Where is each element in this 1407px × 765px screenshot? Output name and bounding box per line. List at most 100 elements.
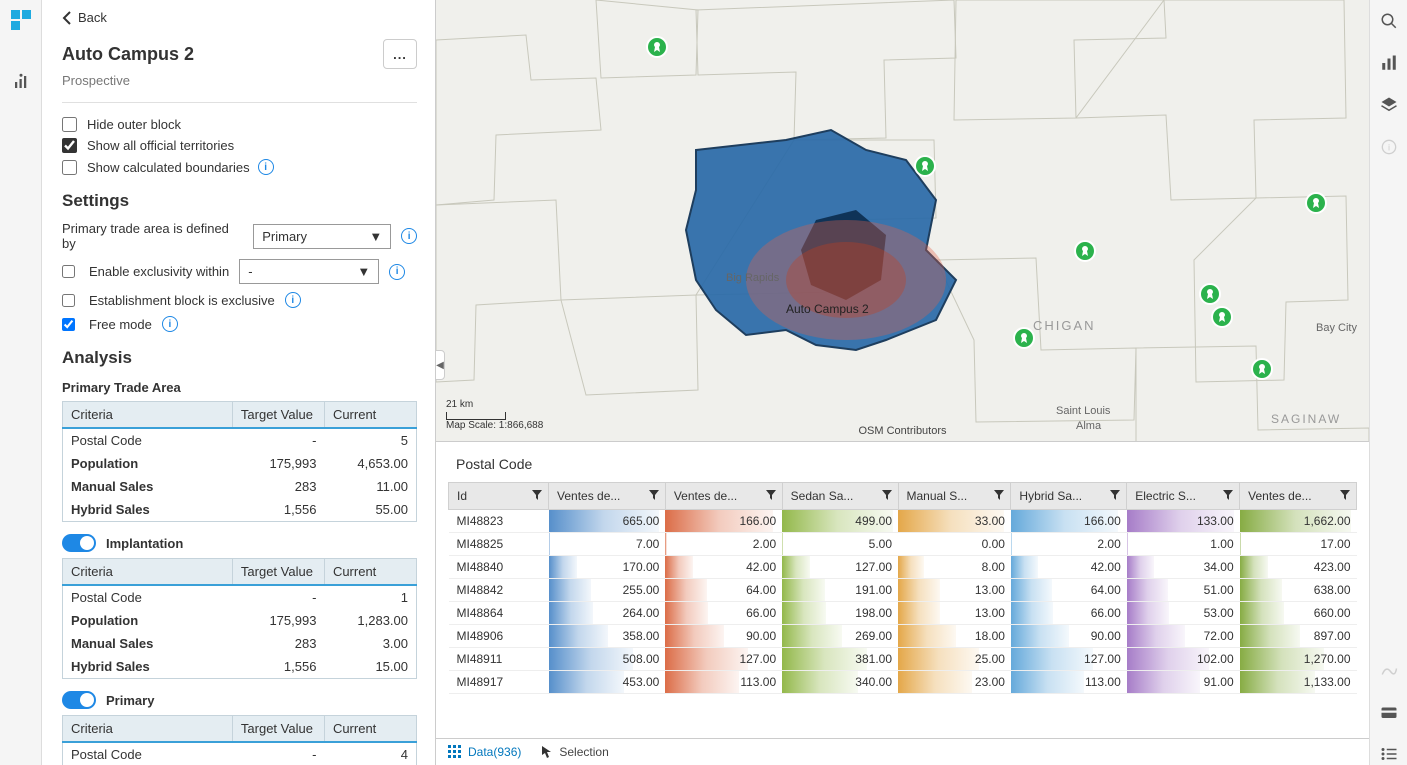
map-marker[interactable] — [1074, 240, 1096, 262]
column-header[interactable]: Id — [449, 483, 549, 510]
show-territories-checkbox[interactable]: Show all official territories — [62, 138, 417, 153]
column-header[interactable]: Ventes de... — [549, 483, 666, 510]
data-panel: Postal Code IdVentes de...Ventes de...Se… — [436, 442, 1369, 765]
wallet-icon[interactable] — [1378, 701, 1400, 723]
right-rail: i — [1369, 0, 1407, 765]
enable-exclusivity-checkbox[interactable] — [62, 265, 75, 278]
hide-outer-input[interactable] — [62, 117, 77, 132]
column-header[interactable]: Ventes de... — [665, 483, 782, 510]
sidebar-collapse-handle[interactable]: ◀ — [436, 350, 445, 380]
column-header[interactable]: Hybrid Sa... — [1011, 483, 1127, 510]
list-icon[interactable] — [1378, 743, 1400, 765]
primary-area-table: Criteria Target Value Current Postal Cod… — [62, 401, 417, 522]
map-marker[interactable] — [1211, 306, 1233, 328]
chevron-down-icon: ▼ — [357, 264, 370, 279]
table-row: Population175,9931,283.00 — [63, 609, 417, 632]
implantation-toggle[interactable] — [62, 534, 96, 552]
osm-attribution: OSM Contributors — [858, 425, 946, 437]
svg-text:i: i — [1387, 142, 1389, 152]
show-territories-input[interactable] — [62, 138, 77, 153]
table-row: Postal Code-5 — [63, 428, 417, 452]
map-scale: 21 km Map Scale: 1:866,688 — [446, 399, 543, 431]
implantation-title: Implantation — [106, 536, 183, 551]
exclusivity-select[interactable]: - ▼ — [239, 259, 379, 284]
filter-icon[interactable] — [1223, 489, 1233, 503]
info-icon[interactable]: i — [401, 228, 417, 244]
back-label: Back — [78, 10, 107, 25]
map-marker[interactable] — [1251, 358, 1273, 380]
subtitle: Prospective — [62, 73, 417, 88]
establishment-block-checkbox[interactable] — [62, 294, 75, 307]
table-row[interactable]: MI48840170.0042.00127.008.0042.0034.0042… — [449, 556, 1357, 579]
app-logo — [9, 8, 33, 32]
footer-selection-tab[interactable]: Selection — [541, 745, 608, 759]
search-icon[interactable] — [1378, 10, 1400, 32]
table-row: Hybrid Sales1,55615.00 — [63, 655, 417, 679]
primary-area-title: Primary Trade Area — [62, 380, 417, 395]
draw-icon[interactable] — [1378, 659, 1400, 681]
table-row[interactable]: MI48842255.0064.00191.0013.0064.0051.006… — [449, 579, 1357, 602]
column-header[interactable]: Sedan Sa... — [782, 483, 898, 510]
filter-icon[interactable] — [1110, 489, 1120, 503]
map-marker[interactable] — [914, 155, 936, 177]
table-row[interactable]: MI48911508.00127.00381.0025.00127.00102.… — [449, 648, 1357, 671]
table-row: Postal Code-1 — [63, 585, 417, 609]
filter-icon[interactable] — [766, 489, 776, 503]
more-button[interactable]: ... — [383, 39, 417, 69]
filter-icon[interactable] — [994, 489, 1004, 503]
filter-icon[interactable] — [532, 489, 542, 503]
layers-icon[interactable] — [1378, 94, 1400, 116]
hide-outer-checkbox[interactable]: Hide outer block — [62, 117, 417, 132]
map-label-michigan: CHIGAN — [1033, 318, 1096, 333]
settings-heading: Settings — [62, 191, 417, 211]
map-label-saginaw: SAGINAW — [1271, 412, 1341, 426]
map-marker[interactable] — [1305, 192, 1327, 214]
postal-data-table: IdVentes de...Ventes de...Sedan Sa...Man… — [448, 482, 1357, 694]
table-row[interactable]: MI488257.002.005.000.002.001.0017.00 — [449, 533, 1357, 556]
map-label-big-rapids: Big Rapids — [726, 272, 779, 284]
table-row: Postal Code-4 — [63, 742, 417, 765]
filter-icon[interactable] — [649, 489, 659, 503]
filter-icon[interactable] — [1340, 489, 1350, 503]
info-icon[interactable]: i — [1378, 136, 1400, 158]
map-marker[interactable] — [1013, 327, 1035, 349]
map-label-stlouis: Saint Louis — [1056, 405, 1110, 417]
data-footer: Data(936) Selection — [436, 738, 1369, 765]
table-row[interactable]: MI48917453.00113.00340.0023.00113.0091.0… — [449, 671, 1357, 694]
primary-title: Primary — [106, 693, 154, 708]
map-marker[interactable] — [646, 36, 668, 58]
primary-table: Criteria Target Value Current Postal Cod… — [62, 715, 417, 765]
enable-exclusivity-label: Enable exclusivity within — [89, 264, 229, 279]
free-mode-label: Free mode — [89, 317, 152, 332]
data-panel-title: Postal Code — [436, 442, 1369, 482]
table-row: Manual Sales28311.00 — [63, 475, 417, 498]
table-row[interactable]: MI48823665.00166.00499.0033.00166.00133.… — [449, 510, 1357, 533]
map-boundaries — [436, 0, 1369, 441]
map-marker[interactable] — [1199, 283, 1221, 305]
map-label-alma: Alma — [1076, 420, 1101, 432]
map-view[interactable]: ◀ — [436, 0, 1369, 442]
info-icon[interactable]: i — [285, 292, 301, 308]
footer-data-tab[interactable]: Data(936) — [448, 745, 521, 759]
column-header[interactable]: Manual S... — [898, 483, 1011, 510]
info-icon[interactable]: i — [389, 264, 405, 280]
table-row: Hybrid Sales1,55655.00 — [63, 498, 417, 522]
info-icon[interactable]: i — [258, 159, 274, 175]
table-row: Population175,9934,653.00 — [63, 452, 417, 475]
filter-icon[interactable] — [882, 489, 892, 503]
column-header[interactable]: Electric S... — [1127, 483, 1240, 510]
free-mode-checkbox[interactable] — [62, 318, 75, 331]
back-button[interactable]: Back — [62, 10, 417, 25]
sidebar-panel: Back Auto Campus 2 ... Prospective Hide … — [42, 0, 436, 765]
show-calculated-checkbox[interactable]: Show calculated boundaries i — [62, 159, 417, 175]
summary-icon[interactable] — [9, 70, 33, 94]
table-row[interactable]: MI48906358.0090.00269.0018.0090.0072.008… — [449, 625, 1357, 648]
show-calculated-input[interactable] — [62, 160, 77, 175]
establishment-block-label: Establishment block is exclusive — [89, 293, 275, 308]
table-row[interactable]: MI48864264.0066.00198.0013.0066.0053.006… — [449, 602, 1357, 625]
chart-icon[interactable] — [1378, 52, 1400, 74]
column-header[interactable]: Ventes de... — [1240, 483, 1357, 510]
primary-toggle[interactable] — [62, 691, 96, 709]
info-icon[interactable]: i — [162, 316, 178, 332]
primary-trade-select[interactable]: Primary ▼ — [253, 224, 391, 249]
